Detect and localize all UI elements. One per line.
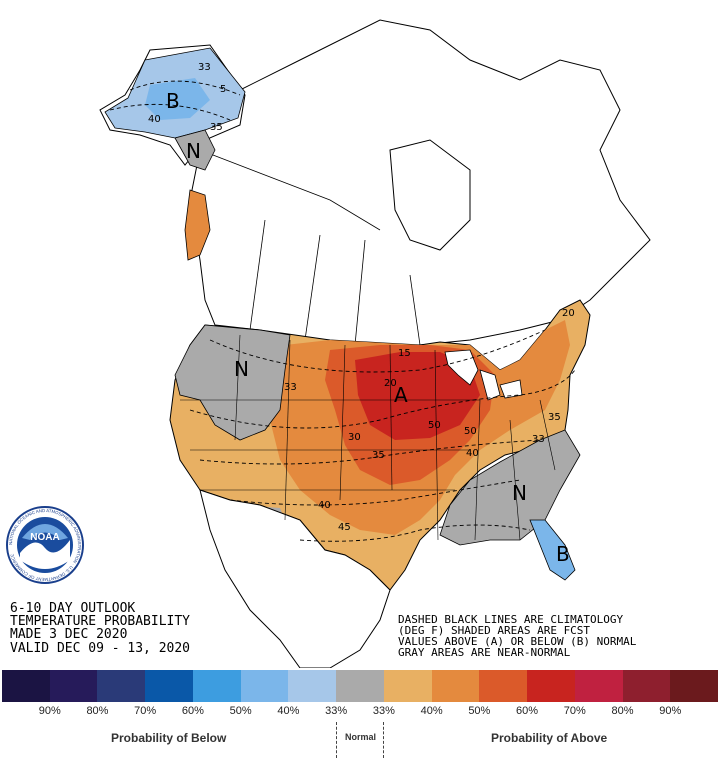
notes-line-2: (DEG F) SHADED AREAS ARE FCST <box>398 624 590 637</box>
outlook-map: B N N A N B 33 5 40 35 33 15 20 30 50 50… <box>6 19 651 668</box>
title-line-2: TEMPERATURE PROBABILITY <box>10 614 190 629</box>
normal-bracket <box>336 722 384 758</box>
legend-swatch <box>479 670 528 702</box>
florida-below-letter: B <box>556 542 570 566</box>
northwest-normal-area <box>174 324 291 441</box>
contour-label: 40 <box>318 500 331 511</box>
southeast-normal-letter: N <box>512 481 527 505</box>
legend-swatch <box>431 670 480 702</box>
legend-tick-label: 60% <box>516 705 539 717</box>
legend-tick-label: 50% <box>468 705 491 717</box>
contour-label: 50 <box>464 426 477 437</box>
legend-tick-label: 33% <box>372 705 395 717</box>
legend-swatch <box>2 670 50 702</box>
legend-swatch <box>336 670 384 702</box>
legend-tick-label: 60% <box>181 705 204 717</box>
legend-swatch <box>49 670 98 702</box>
legend-swatch <box>97 670 146 702</box>
notes-line-1: DASHED BLACK LINES ARE CLIMATOLOGY <box>398 613 624 626</box>
alaska-normal-area <box>174 129 216 171</box>
title-block: 6-10 DAY OUTLOOK TEMPERATURE PROBABILITY… <box>10 601 190 656</box>
legend-tick-label: 80% <box>86 705 109 717</box>
florida-below-area <box>529 519 576 581</box>
probability-above-label: Probability of Above <box>491 731 608 745</box>
contour-label: 45 <box>338 522 351 533</box>
west-normal-letter: N <box>234 357 249 381</box>
great-lakes <box>444 349 523 401</box>
legend-swatch <box>240 670 289 702</box>
legend-tick-label: 50% <box>229 705 252 717</box>
legend-tick-label: 70% <box>134 705 157 717</box>
title-line-3: MADE 3 DEC 2020 <box>10 627 127 642</box>
contour-label: 33 <box>198 62 211 73</box>
contour-label: 30 <box>348 432 361 443</box>
bc-coast-above <box>184 189 211 261</box>
probability-legend-bar <box>2 670 719 702</box>
contour-label: 33 <box>532 434 545 445</box>
probability-legend-ticks: 90% 80% 70% 60% 50% 40% 33% 33% 40% 50% 60% 70% 80% 9… <box>2 705 718 721</box>
contour-label: 40 <box>148 114 161 125</box>
legend-tick-label: 90% <box>38 705 61 717</box>
contour-label: 33 <box>284 382 297 393</box>
legend-swatch <box>145 670 193 702</box>
notes-line-3: VALUES ABOVE (A) OR BELOW (B) NORMAL <box>398 635 637 648</box>
province-borders <box>199 149 421 346</box>
noaa-logo: NOAA NATIONAL OCEANIC AND ATMOSPHERIC AD… <box>6 506 84 584</box>
legend-tick-label: 40% <box>277 705 300 717</box>
legend-swatch <box>670 670 719 702</box>
normal-label: Normal <box>345 732 377 742</box>
title-line-1: 6-10 DAY OUTLOOK <box>10 601 135 616</box>
contour-label: 35 <box>372 450 385 461</box>
contour-label: 20 <box>384 378 397 389</box>
alaska-below-letter: B <box>166 89 180 113</box>
mexico-landmass <box>199 489 391 668</box>
contour-label: 5 <box>220 84 226 95</box>
alaska-normal-letter: N <box>186 139 201 163</box>
legend-tick-label: 90% <box>659 705 682 717</box>
title-line-4: VALID DEC 09 - 13, 2020 <box>10 641 190 656</box>
center-above-letter: A <box>394 383 408 407</box>
climatology-contours <box>109 80 576 542</box>
legend-swatch <box>622 670 671 702</box>
state-borders <box>180 334 556 541</box>
legend-tick-label: 70% <box>563 705 586 717</box>
southeast-normal-area <box>439 429 581 546</box>
notes-line-4: GRAY AREAS ARE NEAR-NORMAL <box>398 646 571 659</box>
legend-tick-label: 80% <box>611 705 634 717</box>
legend-swatch <box>383 670 432 702</box>
contour-label: 50 <box>428 420 441 431</box>
legend-swatch <box>288 670 337 702</box>
probability-below-label: Probability of Below <box>111 731 227 745</box>
contour-label: 35 <box>210 122 223 133</box>
legend-swatch <box>192 670 241 702</box>
alaska-below-core <box>145 78 210 120</box>
hudson-bay <box>389 139 471 251</box>
legend-swatch <box>527 670 575 702</box>
legend-swatch <box>574 670 623 702</box>
legend-tick-label: 33% <box>325 705 348 717</box>
contour-label: 20 <box>562 308 575 319</box>
contour-label: 40 <box>466 448 479 459</box>
noaa-logo-text: NOAA <box>30 532 59 543</box>
legend-tick-label: 40% <box>420 705 443 717</box>
contour-label: 15 <box>398 348 411 359</box>
contour-label: 35 <box>548 412 561 423</box>
notes-block: DASHED BLACK LINES ARE CLIMATOLOGY (DEG … <box>398 613 637 659</box>
